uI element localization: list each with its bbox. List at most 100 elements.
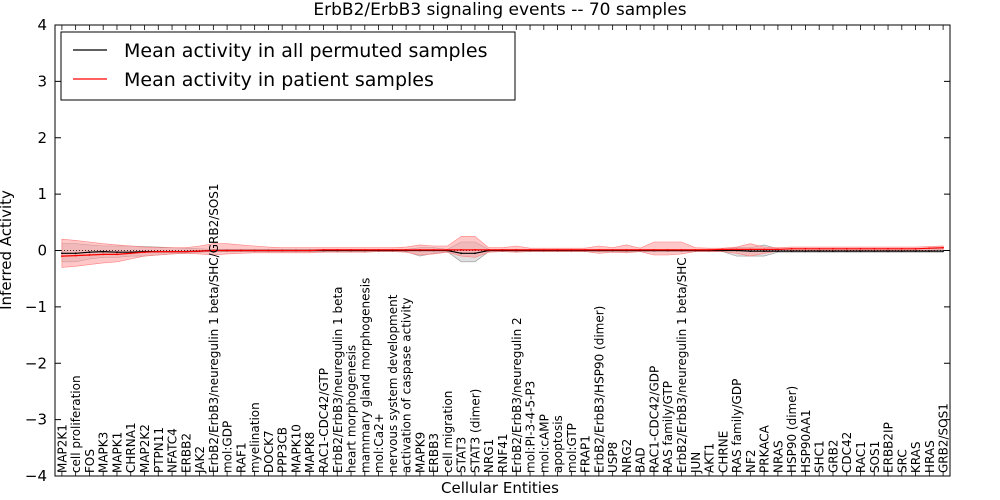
x-tick-label: nervous system development xyxy=(386,294,400,473)
x-tick-label: BAD xyxy=(634,447,648,473)
x-tick-label: CHRNA1 xyxy=(124,422,138,473)
x-tick-label: heart morphogenesis xyxy=(345,345,359,473)
point-patient xyxy=(556,249,559,251)
point-permuted xyxy=(61,252,63,255)
x-tick-label: HRAS xyxy=(923,440,937,473)
point-permuted xyxy=(74,252,77,255)
x-tick-label: CHRNE xyxy=(716,431,730,473)
point-permuted xyxy=(887,250,889,253)
x-axis-label: Cellular Entities xyxy=(441,479,559,497)
x-tick-label: ERBB2IP xyxy=(882,422,896,473)
point-patient xyxy=(639,249,642,251)
point-patient xyxy=(625,249,628,251)
x-tick-label: mol:GDP xyxy=(221,421,235,473)
x-tick-label: ErbB2/ErbB3/neuregulin 1 beta/SHC xyxy=(675,257,689,473)
x-tick-label: STAT3 (dimer) xyxy=(469,389,483,473)
x-tick-label: RAC1-CDC42/GDP xyxy=(648,366,662,473)
x-tick-label: NFATC4 xyxy=(166,428,180,473)
point-patient xyxy=(198,250,201,253)
point-patient xyxy=(322,249,325,251)
y-tick-label: −2 xyxy=(25,354,47,372)
x-tick-label: ERBB3 xyxy=(427,433,441,473)
y-tick-label: 3 xyxy=(37,72,47,90)
x-tick-label: cell migration xyxy=(441,391,455,473)
point-patient xyxy=(336,249,339,251)
x-tick-label: HSP90AA1 xyxy=(799,409,813,473)
x-tick-label: FRAP1 xyxy=(579,435,593,473)
x-tick-label: SHC1 xyxy=(813,440,827,473)
legend: Mean activity in all permuted samples Me… xyxy=(60,31,516,101)
point-patient xyxy=(184,250,187,253)
x-tick-label: NRG1 xyxy=(482,439,496,473)
x-ticks: MAP2K1 cell proliferation FOS MAPK3 MAPK1 CHR… xyxy=(55,25,951,476)
point-patient xyxy=(749,248,752,251)
plot-frame xyxy=(54,24,951,477)
x-tick-label: ErbB2/ErbB3/neuregulin 2 xyxy=(510,317,524,473)
point-permuted xyxy=(873,250,876,253)
point-patient xyxy=(116,253,118,256)
point-patient xyxy=(859,247,862,250)
x-tick-label: ERBB2 xyxy=(179,433,193,473)
x-tick-label: RNF41 xyxy=(496,434,510,474)
point-patient xyxy=(143,251,146,254)
x-tick-label: MAPK10 xyxy=(290,424,304,473)
point-permuted xyxy=(914,250,917,253)
y-tick-label: −3 xyxy=(25,411,47,429)
point-permuted xyxy=(928,250,931,253)
point-patient xyxy=(61,255,63,257)
point-patient xyxy=(391,249,394,251)
point-patient xyxy=(570,249,573,251)
point-patient xyxy=(653,249,655,251)
point-patient xyxy=(735,248,738,251)
point-patient xyxy=(598,249,600,251)
x-tick-label: MAPK9 xyxy=(413,432,427,473)
point-patient xyxy=(226,249,229,252)
y-tick-label: −4 xyxy=(25,467,47,485)
point-permuted xyxy=(460,252,463,255)
point-permuted xyxy=(790,250,793,253)
point-patient xyxy=(295,249,297,252)
point-patient xyxy=(914,247,917,250)
x-tick-label: HSP90 (dimer) xyxy=(785,386,799,473)
x-tick-label: SRC xyxy=(895,449,909,473)
x-tick-label: MAP2K2 xyxy=(138,424,152,473)
y-tick-label: 0 xyxy=(37,242,47,260)
x-tick-label: PTPN11 xyxy=(152,427,166,473)
x-tick-label: KRAS xyxy=(909,441,923,473)
series-lines xyxy=(55,246,950,257)
point-patient xyxy=(873,247,876,250)
point-patient xyxy=(845,247,848,250)
point-patient xyxy=(887,247,889,250)
point-patient xyxy=(763,248,765,251)
x-tick-label: MAPK1 xyxy=(111,432,125,473)
x-tick-label: GRB2/SOS1 xyxy=(937,403,951,473)
x-tick-label: NF2 xyxy=(744,449,758,473)
point-patient xyxy=(694,249,697,251)
point-patient xyxy=(721,248,724,251)
point-patient xyxy=(88,254,91,256)
x-tick-label: PRKACA xyxy=(758,424,772,473)
point-patient xyxy=(267,249,270,252)
band-patient xyxy=(61,236,944,268)
point-patient xyxy=(680,249,683,251)
x-tick-label: USP8 xyxy=(606,442,620,473)
point-permuted xyxy=(942,250,944,253)
point-patient xyxy=(942,246,944,249)
x-tick-label: activation of caspase activity xyxy=(400,298,414,473)
x-tick-label: mammary gland morphogenesis xyxy=(358,278,372,473)
point-patient xyxy=(308,249,311,252)
x-tick-label: NRAS xyxy=(771,440,785,473)
x-tick-label: RAS family/GDP xyxy=(730,379,744,473)
point-patient xyxy=(74,254,77,257)
point-patient xyxy=(818,247,821,250)
point-permuted xyxy=(804,250,807,253)
point-permuted xyxy=(749,250,752,253)
point-patient xyxy=(501,249,504,251)
point-permuted xyxy=(116,251,118,254)
y-tick-label: 1 xyxy=(37,185,47,203)
x-tick-label: NRG2 xyxy=(620,439,634,473)
point-patient xyxy=(900,247,903,250)
legend-label-patient: Mean activity in patient samples xyxy=(124,69,434,91)
point-permuted xyxy=(763,250,765,253)
point-patient xyxy=(666,249,669,251)
